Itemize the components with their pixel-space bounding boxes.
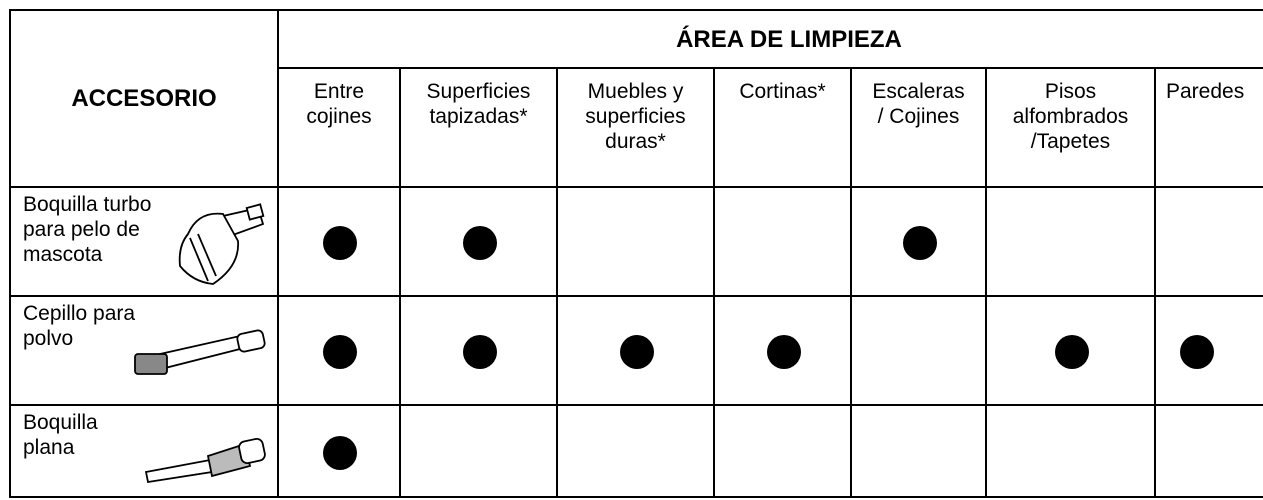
table-cell — [399, 295, 558, 406]
table-cell — [277, 404, 401, 498]
column-header: Pisos alfombrados /Tapetes — [985, 67, 1156, 188]
table-cell — [556, 404, 715, 498]
check-dot — [902, 225, 937, 260]
table-cell — [277, 295, 401, 406]
check-dot — [1180, 334, 1214, 369]
row-label: Boquilla plana — [9, 404, 279, 498]
turbo-nozzle-icon — [178, 203, 265, 285]
column-header: Superficies tapizadas* — [399, 67, 558, 188]
table-cell — [399, 404, 558, 498]
column-header: Cortinas* — [713, 67, 852, 188]
column-header: Entre cojines — [277, 67, 401, 188]
dust-brush-icon — [134, 329, 266, 375]
check-dot — [462, 225, 497, 260]
table-cell — [1154, 186, 1263, 297]
table-cell — [985, 404, 1156, 498]
accessory-header: ACCESORIO — [9, 9, 279, 188]
table-cell — [1154, 295, 1263, 406]
table-cell — [713, 295, 852, 406]
table-cell — [556, 295, 715, 406]
table-cell — [277, 186, 401, 297]
table-cell — [985, 186, 1156, 297]
table-cell — [556, 186, 715, 297]
table-cell — [713, 404, 852, 498]
column-header: Escaleras / Cojines — [850, 67, 987, 188]
area-header: ÁREA DE LIMPIEZA — [277, 9, 1263, 69]
crevice-nozzle-icon — [144, 437, 266, 484]
check-dot — [323, 436, 357, 470]
check-dot — [323, 334, 357, 369]
table-cell — [399, 186, 558, 297]
check-dot — [323, 225, 357, 260]
column-header: Paredes — [1154, 67, 1263, 188]
table-cell — [850, 186, 987, 297]
check-dot — [619, 334, 654, 369]
column-header: Muebles y superficies duras* — [556, 67, 715, 188]
table-cell — [713, 186, 852, 297]
check-dot — [1054, 334, 1089, 369]
check-dot — [462, 334, 497, 369]
check-dot — [766, 334, 801, 369]
table-cell — [1154, 404, 1263, 498]
table-cell — [850, 404, 987, 498]
table-cell — [850, 295, 987, 406]
table-cell — [985, 295, 1156, 406]
